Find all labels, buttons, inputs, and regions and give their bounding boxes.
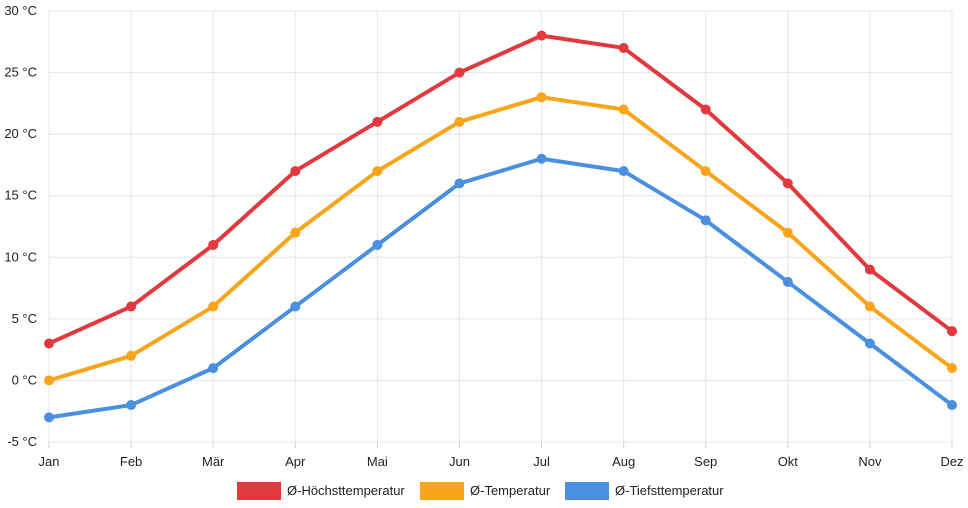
- data-point[interactable]: [864, 301, 875, 312]
- y-tick-label: 0 °C: [12, 372, 37, 387]
- y-tick-label: -5 °C: [7, 434, 37, 449]
- data-point[interactable]: [454, 67, 465, 78]
- legend-swatch: [565, 482, 609, 500]
- legend-swatch: [237, 482, 281, 500]
- legend-item-3[interactable]: Ø-Tiefsttemperatur: [565, 482, 724, 500]
- x-tick-label: Jul: [533, 454, 550, 469]
- data-point[interactable]: [372, 239, 383, 250]
- data-point[interactable]: [290, 166, 301, 177]
- data-point[interactable]: [782, 227, 793, 238]
- data-point[interactable]: [618, 166, 629, 177]
- x-tick-label: Mär: [202, 454, 225, 469]
- y-tick-label: 25 °C: [4, 65, 37, 80]
- data-point[interactable]: [126, 350, 137, 361]
- data-point[interactable]: [618, 42, 629, 53]
- series-line: [47, 33, 954, 346]
- y-tick-label: 20 °C: [4, 126, 37, 141]
- y-axis-ticks: -5 °C 0 °C 5 °C 10 °C 15 °C 20 °C 25 °C 30 °C: [4, 3, 37, 449]
- series-line: [47, 156, 954, 420]
- data-point[interactable]: [372, 116, 383, 127]
- data-point[interactable]: [44, 375, 54, 386]
- data-point[interactable]: [864, 264, 875, 275]
- series-3: [44, 153, 957, 423]
- legend-label: Ø-Höchsttemperatur: [287, 483, 405, 498]
- data-point[interactable]: [700, 215, 711, 226]
- x-tick-label: Feb: [120, 454, 142, 469]
- x-tick-label: Nov: [858, 454, 882, 469]
- data-point[interactable]: [782, 276, 793, 287]
- series-group: [44, 30, 957, 423]
- data-point[interactable]: [947, 326, 957, 337]
- data-point[interactable]: [618, 104, 629, 115]
- data-point[interactable]: [700, 166, 711, 177]
- grid-lines: [48, 10, 953, 448]
- x-axis-ticks: Jan Feb Mär Apr Mai Jun Jul Aug Sep Okt Nov Dez: [39, 454, 964, 469]
- data-point[interactable]: [44, 338, 54, 349]
- series-line: [47, 95, 954, 383]
- y-tick-label: 10 °C: [4, 249, 37, 264]
- x-tick-label: Apr: [285, 454, 306, 469]
- data-point[interactable]: [947, 363, 957, 374]
- data-point[interactable]: [536, 153, 547, 164]
- legend-swatch: [420, 482, 464, 500]
- legend-item-1[interactable]: Ø-Höchsttemperatur: [237, 482, 405, 500]
- legend-label: Ø-Temperatur: [470, 483, 551, 498]
- legend-label: Ø-Tiefsttemperatur: [615, 483, 724, 498]
- data-point[interactable]: [454, 116, 465, 127]
- data-point[interactable]: [290, 227, 301, 238]
- series-1: [44, 30, 957, 349]
- x-tick-label: Mai: [367, 454, 388, 469]
- data-point[interactable]: [947, 400, 957, 411]
- data-point[interactable]: [454, 178, 465, 189]
- data-point[interactable]: [126, 400, 137, 411]
- x-tick-label: Jun: [449, 454, 470, 469]
- series-2: [44, 92, 957, 386]
- data-point[interactable]: [864, 338, 875, 349]
- data-point[interactable]: [700, 104, 711, 115]
- data-point[interactable]: [290, 301, 301, 312]
- x-tick-label: Sep: [694, 454, 717, 469]
- x-tick-label: Okt: [778, 454, 799, 469]
- data-point[interactable]: [208, 363, 219, 374]
- data-point[interactable]: [372, 166, 383, 177]
- legend: Ø-Höchsttemperatur Ø-Temperatur Ø-Tiefstte…: [237, 482, 724, 500]
- data-point[interactable]: [126, 301, 137, 312]
- x-tick-label: Jan: [39, 454, 60, 469]
- x-tick-label: Dez: [940, 454, 963, 469]
- data-point[interactable]: [208, 239, 219, 250]
- y-tick-label: 15 °C: [4, 188, 37, 203]
- y-tick-label: 5 °C: [12, 311, 37, 326]
- data-point[interactable]: [208, 301, 219, 312]
- legend-item-2[interactable]: Ø-Temperatur: [420, 482, 551, 500]
- y-tick-label: 30 °C: [4, 3, 37, 18]
- x-tick-label: Aug: [612, 454, 635, 469]
- data-point[interactable]: [782, 178, 793, 189]
- data-point[interactable]: [536, 92, 547, 103]
- data-point[interactable]: [536, 30, 547, 41]
- data-point[interactable]: [44, 412, 54, 423]
